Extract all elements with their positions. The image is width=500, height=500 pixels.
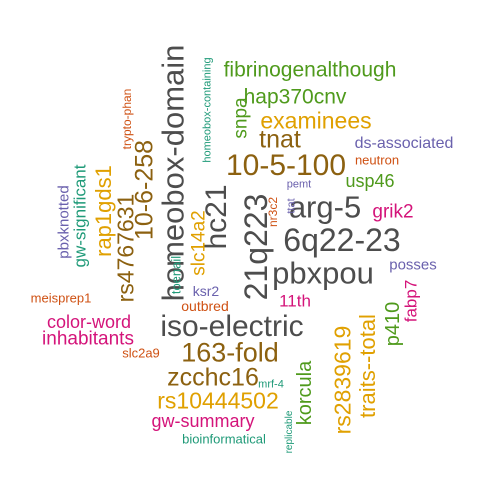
- word-tnat: tnat: [259, 125, 301, 154]
- word-examinees: examinees: [260, 107, 372, 134]
- word-inhabitants: inhabitants: [42, 328, 134, 350]
- word-pbxpou: pbxpou: [272, 255, 374, 291]
- word-meisprep1: meisprep1: [30, 290, 92, 306]
- word-posses: posses: [389, 256, 437, 274]
- word-rs10444502: rs10444502: [157, 387, 279, 414]
- word-6q22-23: 6q22-23: [283, 222, 401, 258]
- word-color-word: color-word: [46, 312, 132, 332]
- word-163-fold: 163-fold: [181, 337, 279, 368]
- word-arg-5: arg-5: [288, 189, 362, 225]
- word-ds-associated: ds-associated: [354, 135, 454, 152]
- word-gw-significant: gw-significant: [70, 164, 90, 268]
- word-hap370cnv: hap370cnv: [243, 85, 347, 109]
- word-ksr2: ksr2: [192, 283, 220, 299]
- word-p410: p410: [382, 301, 404, 347]
- word-bioinformatical: bioinformatical: [182, 431, 266, 447]
- word-slc14a2: slc14a2: [188, 210, 210, 276]
- word-fabp7: fabp7: [401, 279, 421, 323]
- word-11th: 11th: [279, 291, 311, 311]
- word-ttat: ttat: [285, 198, 298, 214]
- word-mrf-4: mrf-4: [258, 378, 284, 391]
- word-zcchc16: zcchc16: [167, 363, 259, 392]
- word-snpa: snpa: [230, 97, 252, 139]
- word-10-5-100: 10-5-100: [225, 149, 347, 182]
- word-toenail: toenail: [168, 255, 184, 295]
- word-pbxknotted: pbxknotted: [55, 185, 73, 259]
- word-traits--total: traits--total: [355, 314, 380, 418]
- word-outbred: outbred: [181, 298, 229, 314]
- word-grik2: grik2: [372, 201, 414, 223]
- word-slc2a9: slc2a9: [122, 345, 160, 361]
- word-pemt: pemt: [286, 178, 312, 191]
- word-gw-summary: gw-summary: [151, 411, 255, 431]
- word-rs4767631: rs4767631: [112, 193, 139, 303]
- word-usp46: usp46: [345, 171, 395, 191]
- word-replicable: replicable: [284, 410, 295, 454]
- word-nr3c2: nr3c2: [266, 196, 280, 228]
- word-neutron: neutron: [354, 152, 400, 168]
- word-rap1gds1: rap1gds1: [91, 165, 116, 257]
- word-rs2839619: rs2839619: [329, 325, 356, 435]
- word-iso-electric: iso-electric: [160, 310, 304, 343]
- word-homeobox-containing: homeobox-containing: [201, 57, 214, 163]
- word-trypto-phan: trypto-phan: [120, 88, 134, 150]
- word-korcula: korcula: [294, 360, 316, 426]
- word-fibrinogenalthough: fibrinogenalthough: [223, 58, 397, 82]
